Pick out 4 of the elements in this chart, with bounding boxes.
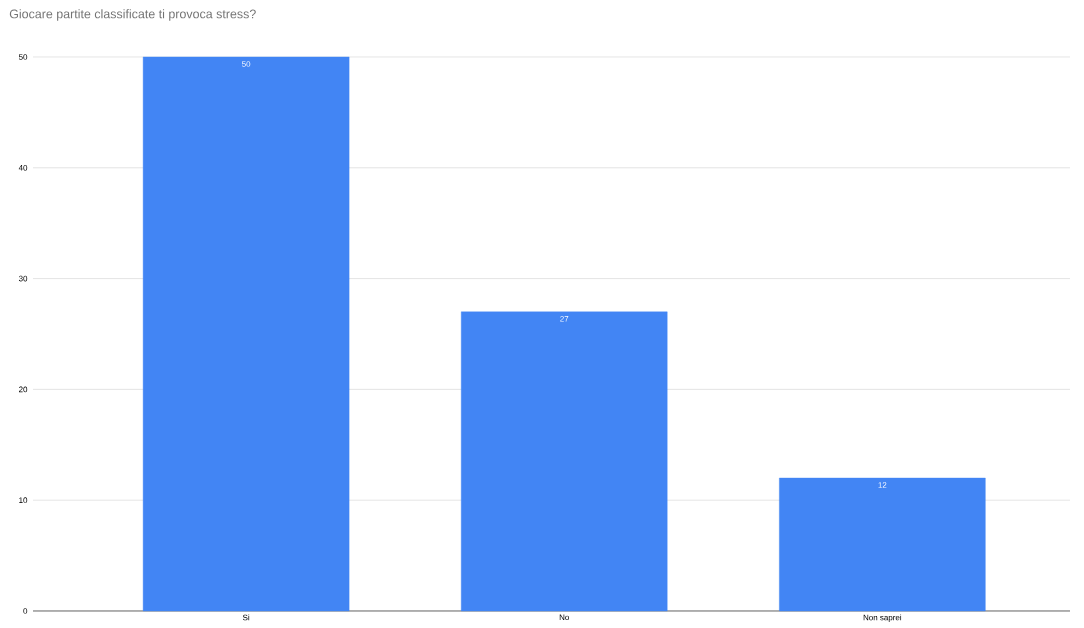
chart-title: Giocare partite classificate ti provoca stress?: [9, 9, 256, 21]
bar: [779, 477, 986, 612]
bar: [142, 56, 350, 612]
bar: [461, 311, 668, 612]
